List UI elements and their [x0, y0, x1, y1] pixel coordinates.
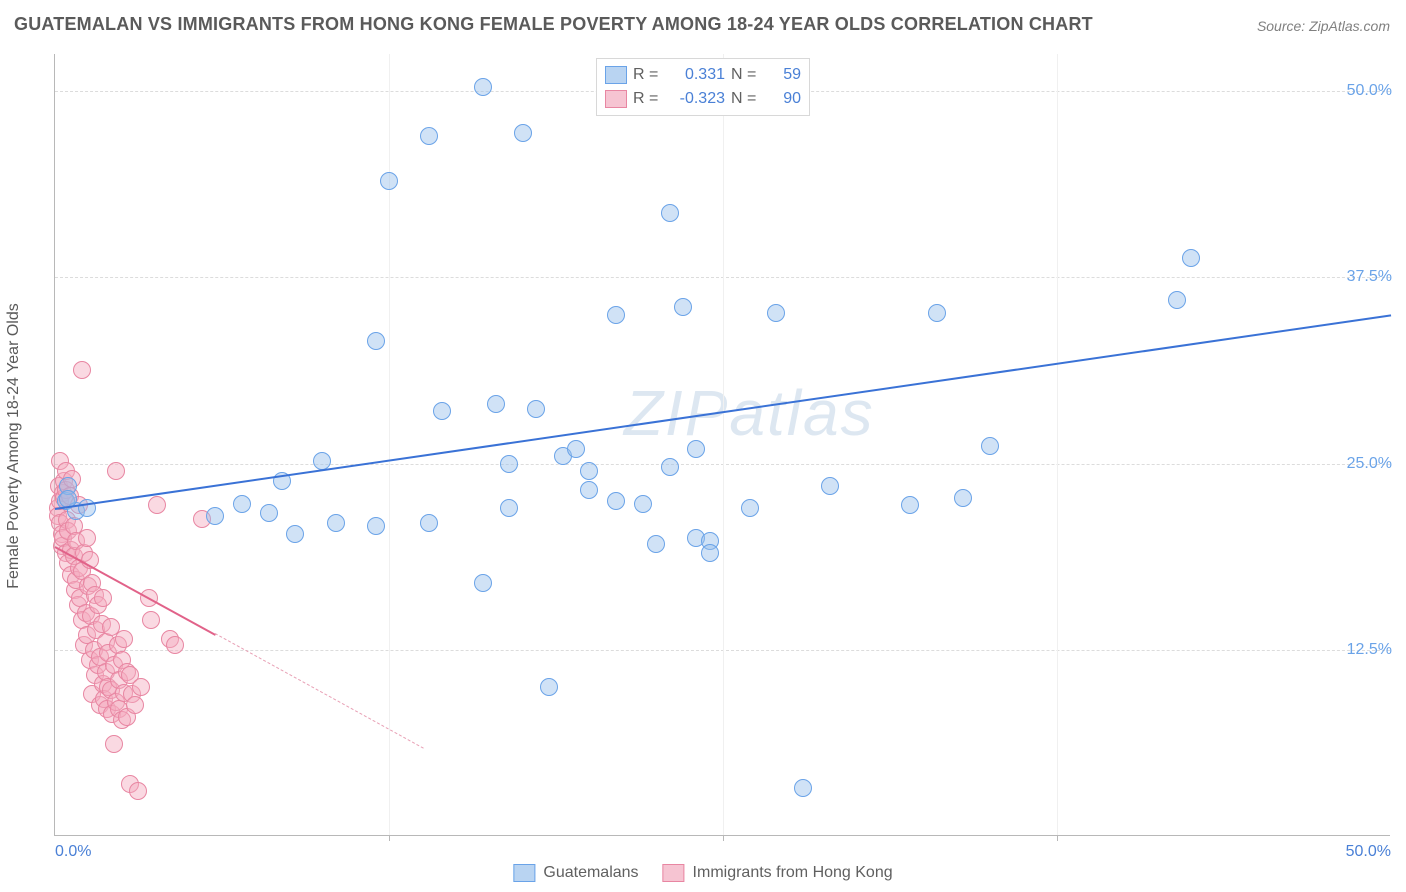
data-point — [474, 574, 492, 592]
data-point — [514, 124, 532, 142]
data-point — [580, 462, 598, 480]
legend-n-label: N = — [731, 90, 761, 108]
data-point — [928, 304, 946, 322]
legend-swatch-icon — [513, 864, 535, 882]
data-point — [901, 496, 919, 514]
data-point — [129, 782, 147, 800]
data-point — [821, 477, 839, 495]
legend-swatch-icon — [663, 864, 685, 882]
gridline-v — [1057, 54, 1058, 835]
x-tick-label: 0.0% — [55, 843, 91, 861]
data-point — [500, 499, 518, 517]
legend-r-label: R = — [633, 90, 663, 108]
y-axis-label: Female Poverty Among 18-24 Year Olds — [5, 303, 23, 589]
data-point — [1182, 249, 1200, 267]
data-point — [166, 636, 184, 654]
legend-swatch-icon — [605, 66, 627, 84]
data-point — [73, 361, 91, 379]
data-point — [1168, 291, 1186, 309]
data-point — [954, 489, 972, 507]
data-point — [580, 481, 598, 499]
legend-r-value: 0.331 — [669, 66, 725, 84]
source-attribution: Source: ZipAtlas.com — [1257, 18, 1390, 34]
data-point — [260, 504, 278, 522]
legend-swatch-icon — [605, 90, 627, 108]
data-point — [474, 78, 492, 96]
data-point — [661, 458, 679, 476]
data-point — [327, 514, 345, 532]
x-tick-label: 50.0% — [1346, 843, 1391, 861]
legend-label: Guatemalans — [543, 864, 638, 882]
data-point — [607, 306, 625, 324]
y-tick-label: 25.0% — [1332, 455, 1392, 473]
legend-r-label: R = — [633, 66, 663, 84]
data-point — [115, 630, 133, 648]
data-point — [661, 204, 679, 222]
data-point — [500, 455, 518, 473]
data-point — [94, 589, 112, 607]
data-point — [78, 529, 96, 547]
data-point — [540, 678, 558, 696]
gridline-v — [723, 54, 724, 835]
data-point — [105, 735, 123, 753]
data-point — [567, 440, 585, 458]
legend-label: Immigrants from Hong Kong — [693, 864, 893, 882]
data-point — [981, 437, 999, 455]
legend-n-value: 59 — [767, 66, 801, 84]
plot-area: ZIPatlas 12.5%25.0%37.5%50.0%0.0%50.0% — [54, 54, 1390, 836]
data-point — [148, 496, 166, 514]
legend-bottom: Guatemalans Immigrants from Hong Kong — [513, 864, 892, 882]
legend-n-value: 90 — [767, 90, 801, 108]
data-point — [367, 332, 385, 350]
legend-r-value: -0.323 — [669, 90, 725, 108]
data-point — [607, 492, 625, 510]
data-point — [142, 611, 160, 629]
data-point — [487, 395, 505, 413]
data-point — [206, 507, 224, 525]
data-point — [367, 517, 385, 535]
data-point — [794, 779, 812, 797]
legend-item-guatemalans: Guatemalans — [513, 864, 638, 882]
watermark-text: ZIPatlas — [624, 376, 875, 450]
trend-line — [215, 633, 424, 749]
legend-item-hongkong: Immigrants from Hong Kong — [663, 864, 893, 882]
data-point — [313, 452, 331, 470]
y-tick-label: 37.5% — [1332, 268, 1392, 286]
legend-n-label: N = — [731, 66, 761, 84]
data-point — [286, 525, 304, 543]
y-tick-label: 50.0% — [1332, 82, 1392, 100]
data-point — [433, 402, 451, 420]
data-point — [420, 514, 438, 532]
data-point — [674, 298, 692, 316]
chart-container: GUATEMALAN VS IMMIGRANTS FROM HONG KONG … — [0, 0, 1406, 892]
data-point — [527, 400, 545, 418]
data-point — [420, 127, 438, 145]
data-point — [767, 304, 785, 322]
data-point — [647, 535, 665, 553]
y-tick-label: 12.5% — [1332, 641, 1392, 659]
data-point — [132, 678, 150, 696]
legend-top: R = 0.331 N = 59 R = -0.323 N = 90 — [596, 58, 810, 116]
data-point — [634, 495, 652, 513]
data-point — [107, 462, 125, 480]
chart-title: GUATEMALAN VS IMMIGRANTS FROM HONG KONG … — [14, 14, 1093, 35]
data-point — [233, 495, 251, 513]
data-point — [380, 172, 398, 190]
data-point — [687, 440, 705, 458]
data-point — [701, 544, 719, 562]
data-point — [126, 696, 144, 714]
data-point — [741, 499, 759, 517]
